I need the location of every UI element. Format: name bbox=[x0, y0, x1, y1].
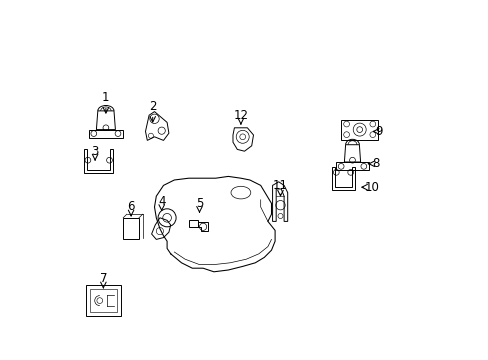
Text: 1: 1 bbox=[102, 91, 109, 104]
Text: 10: 10 bbox=[364, 181, 379, 194]
Text: 6: 6 bbox=[127, 201, 135, 213]
Text: 5: 5 bbox=[195, 197, 203, 210]
Text: 8: 8 bbox=[371, 157, 379, 170]
Text: 2: 2 bbox=[149, 100, 156, 113]
Text: 9: 9 bbox=[375, 125, 383, 138]
Text: 7: 7 bbox=[100, 273, 107, 285]
Text: 11: 11 bbox=[272, 179, 287, 192]
Text: 3: 3 bbox=[91, 145, 99, 158]
Text: 4: 4 bbox=[158, 195, 165, 208]
Text: 12: 12 bbox=[233, 109, 248, 122]
